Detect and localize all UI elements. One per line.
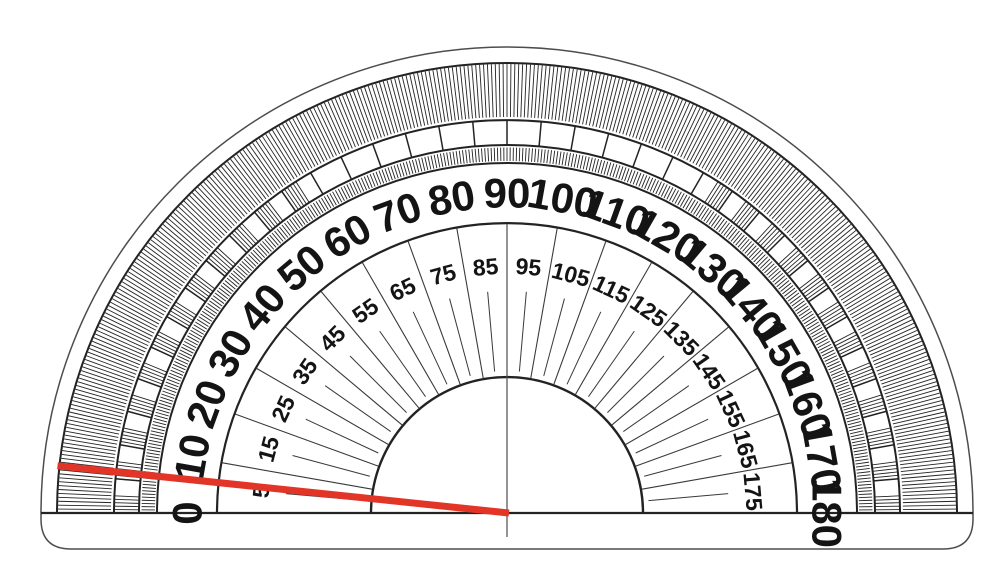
label-ring-bottom-arc bbox=[215, 221, 799, 514]
cell-band-bottom-arc bbox=[138, 144, 876, 514]
middle-cell-band bbox=[114, 120, 900, 514]
inner-band-bottom-arc bbox=[156, 162, 858, 514]
degree-fan-lines bbox=[222, 228, 792, 502]
outer-degree-label-80: 80 bbox=[424, 171, 478, 225]
outer-band-top-arc bbox=[56, 62, 958, 514]
inner-degree-label-175: 175 bbox=[738, 471, 767, 512]
outer-degree-label-90: 90 bbox=[484, 170, 531, 217]
inner-degree-label-95: 95 bbox=[515, 253, 543, 281]
outer-fine-ticks bbox=[58, 64, 956, 514]
red-measure-line bbox=[57, 462, 510, 517]
outer-degree-label-0: 0 bbox=[164, 501, 211, 524]
inner-degree-label-85: 85 bbox=[472, 253, 500, 281]
outer-degree-label-180: 180 bbox=[803, 478, 850, 548]
